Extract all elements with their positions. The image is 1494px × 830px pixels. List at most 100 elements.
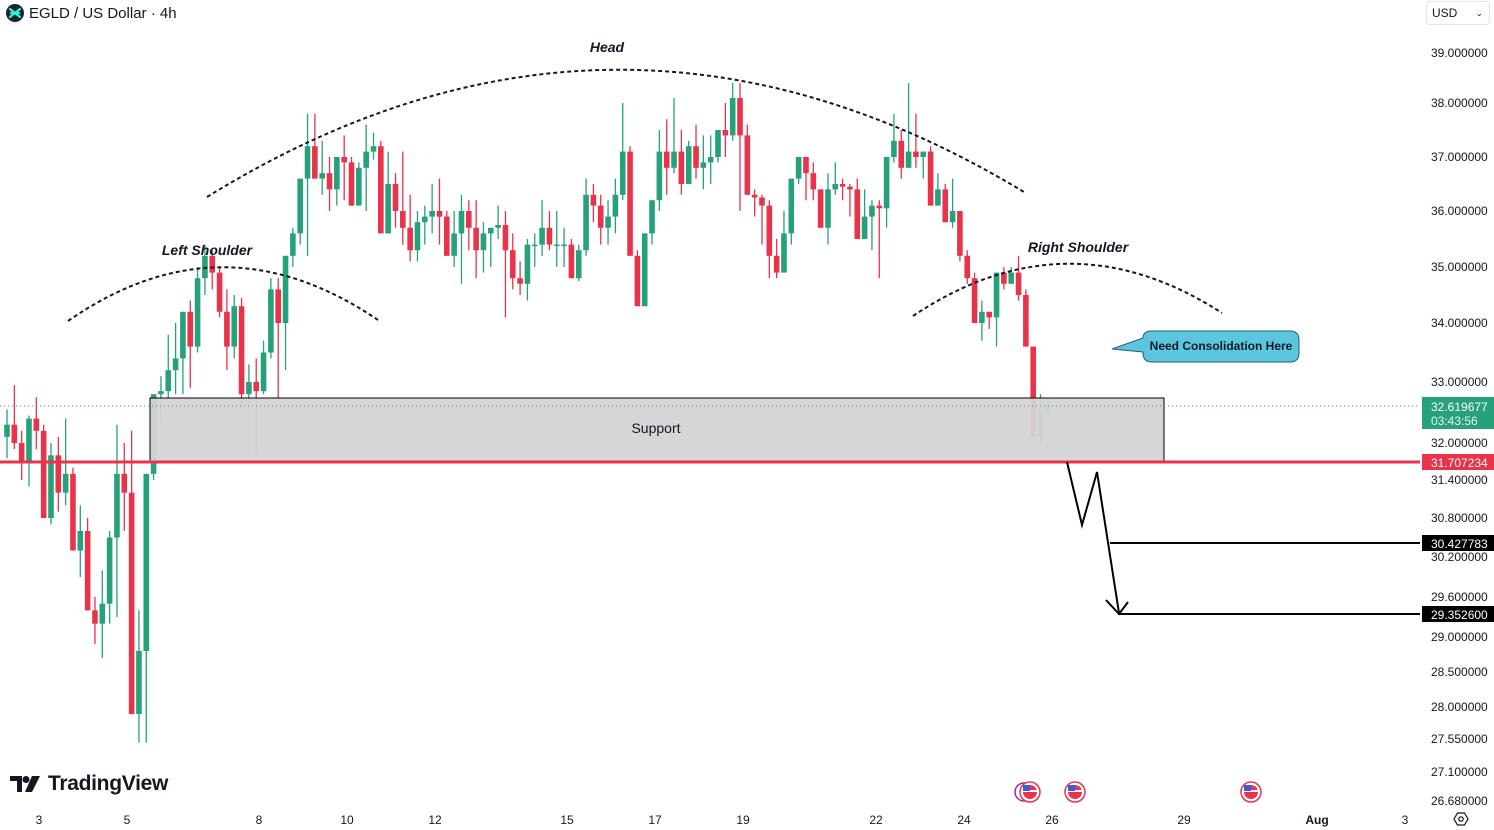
price-tick-label: 31.400000 [1431, 473, 1488, 487]
candle [539, 200, 545, 256]
price-tick-label: 34.000000 [1431, 316, 1488, 330]
candle [99, 570, 106, 658]
symbol-header[interactable]: EGLD / US Dollar · 4h [6, 3, 177, 23]
support-level-badge [1422, 454, 1494, 470]
candles-layer [4, 83, 1051, 743]
symbol-title: EGLD / US Dollar · 4h [29, 4, 177, 22]
price-tick-label: 27.100000 [1431, 765, 1488, 779]
candle [942, 184, 949, 223]
currency-select[interactable]: USD ⌄ [1426, 1, 1490, 25]
candle [700, 135, 707, 190]
time-tick-label: 24 [957, 813, 971, 827]
price-tick-label: 36.000000 [1431, 204, 1488, 218]
candle [231, 295, 238, 359]
candle [465, 200, 472, 251]
price-tick-label: 27.550000 [1431, 732, 1488, 746]
left-shoulder-curve[interactable] [67, 266, 379, 322]
candle [407, 194, 413, 262]
candle [40, 424, 47, 518]
candle [180, 311, 186, 395]
candle [605, 200, 611, 245]
current-price-badge [1422, 397, 1494, 429]
candle [238, 297, 245, 407]
currency-value: USD [1432, 6, 1458, 20]
time-tick-label: 19 [736, 813, 750, 827]
time-tick-label: 17 [648, 813, 662, 827]
candle [216, 267, 223, 318]
candle-countdown: 03:43:56 [1431, 414, 1478, 428]
candle [444, 211, 450, 256]
settings-gear-icon[interactable] [1453, 812, 1469, 826]
us-flag-icon[interactable] [1019, 781, 1041, 803]
price-tick-label: 26.680000 [1431, 794, 1488, 808]
candle [575, 244, 582, 281]
candle [348, 157, 355, 206]
candle [304, 113, 311, 256]
callout-bubble[interactable] [1111, 330, 1300, 363]
price-tick-label: 30.800000 [1431, 511, 1488, 525]
candle [106, 531, 113, 624]
candle [400, 151, 406, 245]
support-label: Support [631, 420, 680, 436]
candle [1023, 289, 1029, 347]
candle [290, 227, 296, 267]
candle [671, 98, 677, 174]
candle [194, 267, 201, 353]
candle [869, 200, 875, 251]
candle [422, 205, 428, 245]
tradingview-logo-text: TradingView [48, 772, 169, 795]
candle [26, 415, 32, 487]
tradingview-logo[interactable]: TradingView [10, 772, 168, 796]
candle [392, 173, 399, 228]
candle [319, 140, 325, 195]
time-tick-label: 22 [869, 813, 883, 827]
candle [905, 83, 912, 168]
candle [935, 173, 941, 206]
support-zone[interactable] [149, 397, 1165, 462]
us-flag-icon[interactable] [1064, 781, 1086, 803]
price-tick-label: 28.000000 [1431, 700, 1488, 714]
egld-coin-icon [6, 4, 24, 22]
candle [70, 467, 76, 551]
time-tick-label: 26 [1045, 813, 1059, 827]
candle [517, 261, 523, 295]
us-flag-icon[interactable] [1240, 781, 1262, 803]
candle [385, 151, 391, 234]
candle [326, 157, 333, 211]
price-tick-label: 39.000000 [1431, 46, 1488, 60]
candle [4, 409, 10, 459]
right-shoulder-label: Right Shoulder [1028, 239, 1130, 255]
chevron-down-icon: ⌄ [1475, 7, 1483, 18]
candle [1015, 255, 1022, 301]
target-1-badge [1422, 535, 1494, 551]
time-tick-label: 12 [428, 813, 442, 827]
time-axis[interactable]: 3 5 8 10 12 15 17 19 22 24 26 29 Aug 3 [36, 813, 1409, 827]
candle [590, 184, 597, 223]
time-tick-label: Aug [1305, 813, 1328, 827]
candle [1008, 267, 1015, 284]
left-shoulder-label: Left Shoulder [162, 242, 254, 258]
right-shoulder-curve[interactable] [912, 262, 1223, 317]
candle [1001, 267, 1007, 290]
candle [619, 103, 626, 201]
candle [854, 178, 861, 239]
candle [48, 443, 54, 525]
current-price-value: 32.619677 [1431, 400, 1488, 414]
candle [891, 113, 897, 163]
candle [33, 397, 40, 450]
candle [795, 157, 802, 184]
price-axis[interactable]: 39.000000 38.000000 37.000000 36.000000 35.0… [1431, 46, 1488, 808]
projected-path-arrow[interactable] [1066, 461, 1120, 614]
candle [92, 597, 98, 644]
price-tick-label: 37.000000 [1431, 150, 1488, 164]
target-1-value: 30.427783 [1431, 537, 1488, 551]
economic-events[interactable] [1014, 781, 1262, 803]
candle [341, 135, 347, 201]
candle [334, 157, 340, 206]
head-curve[interactable] [206, 68, 1025, 198]
candle [641, 233, 648, 307]
price-tick-label: 28.500000 [1431, 665, 1488, 679]
candle [553, 211, 560, 267]
candle [612, 178, 619, 234]
